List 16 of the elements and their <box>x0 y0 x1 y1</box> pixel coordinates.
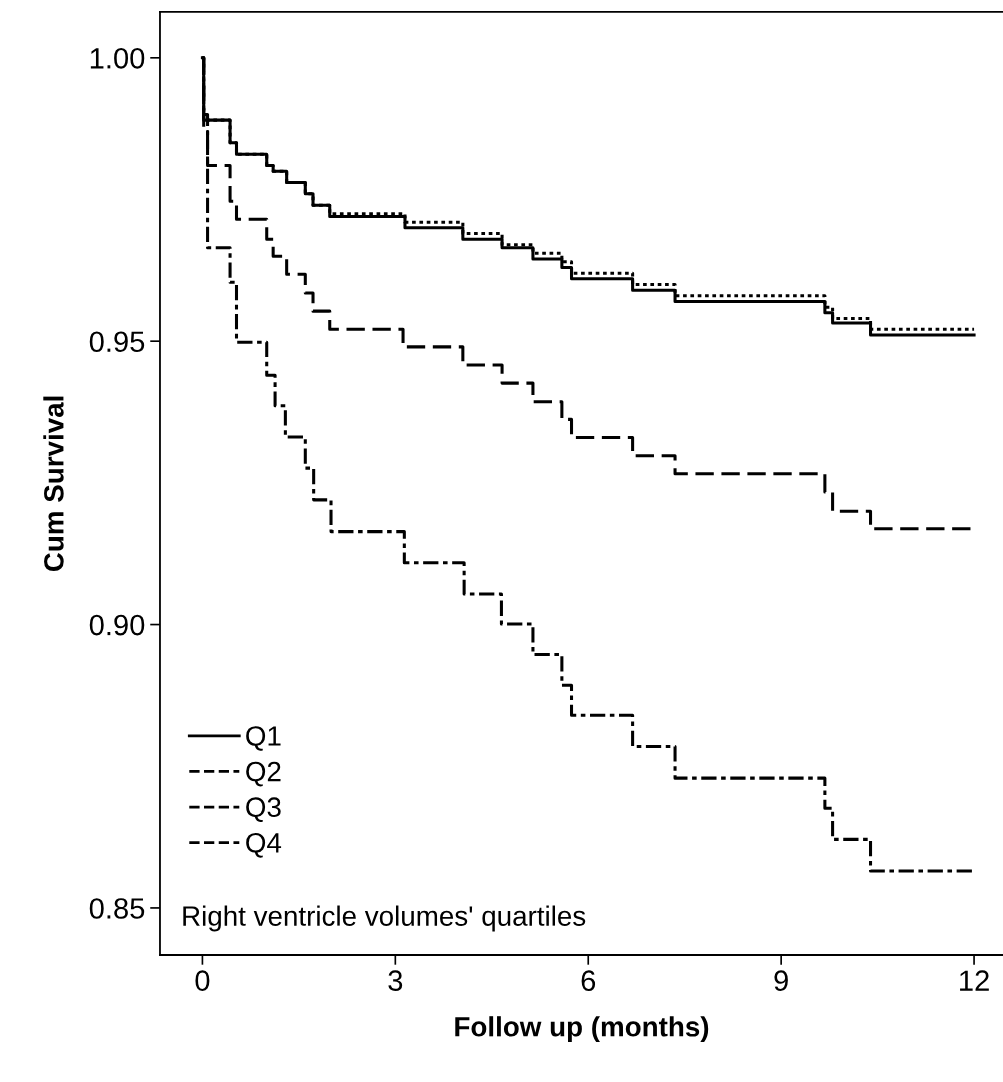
x-tick-label: 0 <box>195 970 210 991</box>
x-tick-label: 9 <box>774 970 788 991</box>
legend-label: Q3 <box>246 797 281 823</box>
x-tick-label: 6 <box>581 970 596 991</box>
y-tick-label: 1.00 <box>90 48 145 69</box>
y-tick-label: 0.90 <box>89 614 145 636</box>
x-axis-title: Follow up (months) <box>455 1016 709 1043</box>
legend-title: Right ventricle volumes' quartiles <box>183 905 586 932</box>
x-tick-label: 3 <box>388 970 403 991</box>
legend-label: Q1 <box>246 726 281 751</box>
legend-label: Q4 <box>246 832 282 858</box>
legend-label: Q2 <box>246 761 281 787</box>
x-tick-label: 12 <box>960 970 989 991</box>
y-tick-label: 0.95 <box>89 331 145 353</box>
y-axis-title: Cum Survival <box>43 396 64 572</box>
y-tick-label: 0.85 <box>89 898 145 919</box>
